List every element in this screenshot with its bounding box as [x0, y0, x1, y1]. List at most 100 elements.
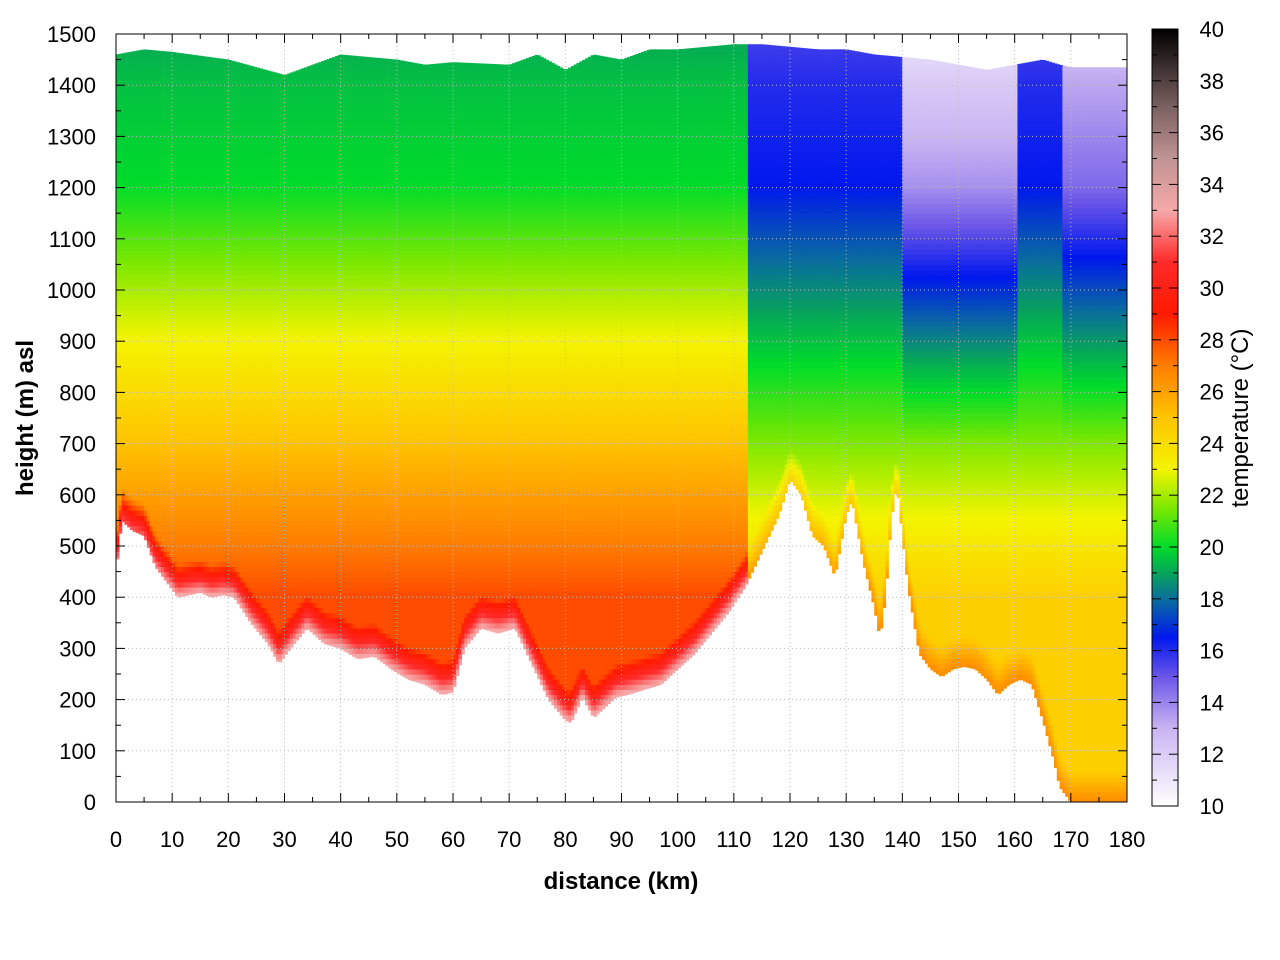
heatmap-column — [500, 64, 505, 633]
heatmap-column — [784, 46, 788, 494]
heatmap-column — [809, 48, 814, 532]
heatmap-column — [287, 73, 291, 651]
heatmap-column — [276, 73, 280, 662]
heatmap-column — [947, 62, 951, 673]
heatmap-column — [357, 56, 361, 660]
heatmap-column — [489, 63, 493, 632]
heatmap-column — [778, 45, 783, 512]
heatmap-column — [144, 49, 148, 541]
heatmap-column — [933, 60, 937, 673]
heatmap-column — [155, 50, 159, 569]
heatmap-column — [335, 56, 339, 648]
heatmap-column — [292, 71, 297, 644]
heatmap-column — [247, 65, 252, 622]
heatmap-column — [798, 47, 802, 494]
heatmap-column — [829, 49, 833, 566]
colorbar-tick-label: 40 — [1200, 17, 1224, 42]
heatmap-column — [295, 70, 300, 641]
heatmap-column — [702, 46, 707, 643]
heatmap-column — [191, 54, 196, 595]
heatmap-column — [517, 61, 521, 638]
heatmap-column — [992, 68, 996, 690]
x-tick-label: 180 — [1109, 827, 1146, 852]
heatmap-column — [483, 63, 488, 630]
heatmap-column — [391, 59, 395, 671]
colorbar-tick-label: 20 — [1200, 535, 1224, 560]
heatmap-column — [408, 61, 412, 681]
heatmap-column — [497, 64, 502, 634]
heatmap-column — [826, 49, 830, 559]
heatmap-column — [337, 54, 342, 649]
heatmap-column — [632, 54, 637, 693]
heatmap-column — [118, 53, 123, 534]
heatmap-column — [1014, 64, 1019, 682]
heatmap-column — [1006, 66, 1010, 687]
heatmap-column — [843, 49, 847, 524]
heatmap-column — [891, 56, 895, 513]
heatmap-column — [823, 49, 828, 551]
heatmap-column — [410, 62, 415, 681]
heatmap-column — [469, 62, 474, 641]
heatmap-column — [278, 73, 283, 663]
heatmap-column — [379, 58, 384, 663]
colorbar-tick-label: 16 — [1200, 639, 1224, 664]
heatmap-column — [189, 54, 193, 595]
heatmap-column — [857, 51, 861, 539]
heatmap-column — [961, 65, 965, 668]
x-tick-label: 60 — [441, 827, 465, 852]
heatmap-column — [444, 62, 448, 695]
heatmap-column — [475, 63, 479, 634]
heatmap-column — [306, 66, 311, 630]
heatmap-column — [863, 52, 867, 568]
heatmap-column — [834, 49, 839, 570]
heatmap-column — [447, 62, 451, 694]
heatmap-column — [568, 67, 572, 723]
heatmap-column — [818, 49, 822, 543]
heatmap-column — [534, 54, 538, 674]
heatmap-column — [879, 55, 884, 629]
heatmap-column — [419, 63, 423, 684]
heatmap-column — [514, 62, 519, 632]
heatmap-column — [309, 65, 314, 633]
heatmap-column — [921, 58, 926, 660]
heatmap-column — [955, 64, 960, 669]
heatmap-column — [790, 46, 794, 482]
heatmap-column — [203, 56, 207, 595]
heatmap-column — [638, 52, 642, 692]
heatmap-column — [135, 50, 140, 534]
heatmap-column — [1009, 65, 1013, 685]
heatmap-column — [509, 64, 513, 630]
heatmap-column — [747, 44, 752, 579]
heatmap-column — [396, 59, 401, 674]
heatmap-column — [219, 58, 224, 596]
heatmap-column — [273, 72, 277, 657]
heatmap-column — [236, 62, 241, 605]
colorbar-tick-label: 10 — [1200, 794, 1224, 819]
heatmap-column — [708, 46, 712, 636]
y-tick-label: 1100 — [49, 227, 96, 252]
heatmap-column — [245, 64, 249, 617]
heatmap-column — [930, 59, 934, 671]
heatmap-column — [565, 69, 569, 722]
heatmap-column — [312, 64, 316, 635]
heatmap-column — [523, 59, 527, 650]
heatmap-column — [222, 59, 227, 596]
heatmap-column — [573, 64, 578, 714]
heatmap-column — [172, 52, 176, 593]
heatmap-column — [180, 53, 184, 597]
heatmap-column — [132, 51, 137, 532]
heatmap-column — [486, 63, 491, 631]
heatmap-column — [570, 66, 575, 721]
colorbar-tick-label: 14 — [1200, 690, 1224, 715]
heatmap-column — [250, 66, 255, 626]
heatmap-column — [405, 61, 409, 679]
heatmap-column — [349, 55, 353, 655]
heatmap-column — [587, 56, 592, 711]
heatmap-column — [301, 68, 305, 634]
heatmap-column — [200, 55, 204, 594]
heatmap-column — [941, 61, 946, 677]
heatmap-column — [492, 64, 496, 633]
heatmap-column — [871, 54, 875, 603]
heatmap-column — [360, 56, 364, 659]
heatmap-column — [607, 57, 611, 705]
